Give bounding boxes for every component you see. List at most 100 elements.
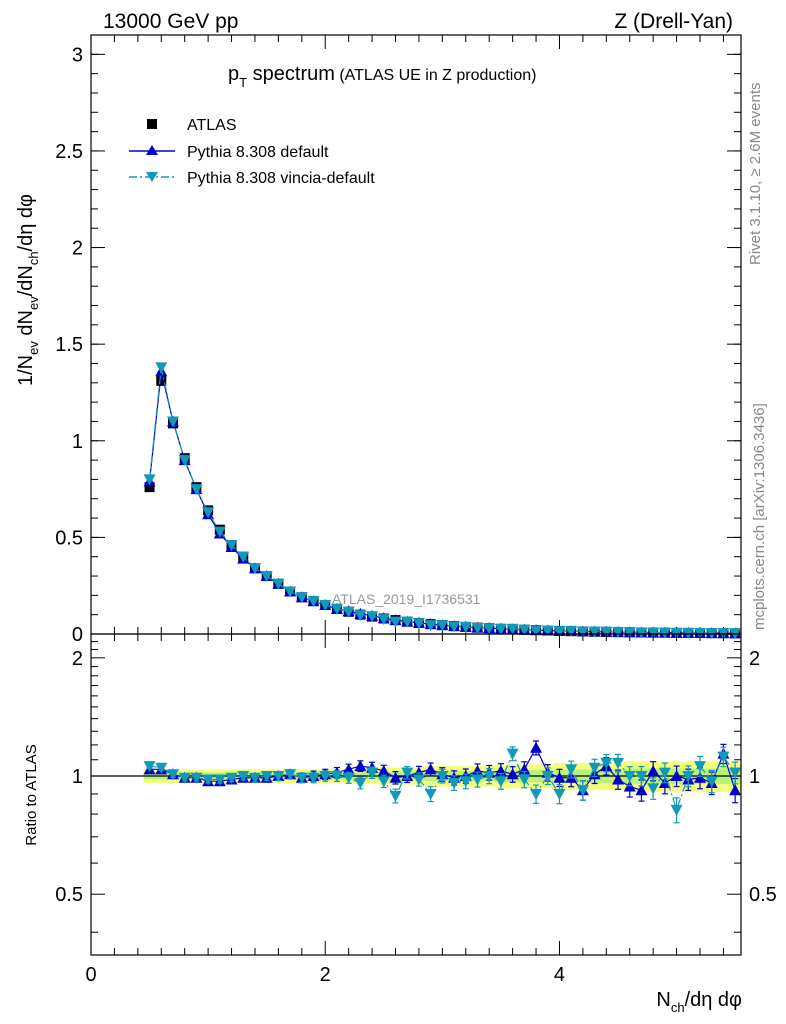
- ratio-vincia-point: [202, 774, 215, 786]
- vincia-point: [553, 626, 566, 638]
- main-ylabel: 1/Nev dNev/dNch/dη dφ: [15, 194, 41, 386]
- vincia-point: [635, 627, 648, 639]
- ratio-vincia-point: [530, 788, 543, 800]
- rivet-label: Rivet 3.1.10, ≥ 2.6M events: [747, 83, 764, 266]
- vincia-point: [284, 586, 297, 598]
- ratio-vincia-point: [518, 774, 531, 786]
- ratio-vincia-point: [424, 788, 437, 800]
- ratio-default-point: [471, 764, 484, 776]
- vincia-point: [530, 625, 543, 637]
- title-suffix: (ATLAS UE in Z production): [335, 67, 537, 84]
- vincia-point: [518, 624, 531, 636]
- ratio-ytick-label: 0.5: [55, 884, 83, 906]
- ratio-vincia-point: [284, 769, 297, 781]
- xtick-label: 2: [320, 964, 331, 986]
- vincia-point: [412, 618, 425, 630]
- ratio-vincia-point: [330, 771, 343, 783]
- main-ytick-label: 3: [72, 44, 83, 66]
- vincia-point: [237, 551, 250, 563]
- vincia-point: [354, 610, 367, 622]
- legend-marker-default: [146, 145, 158, 155]
- ratio-vincia-point: [260, 771, 273, 783]
- ratio-vincia-point: [225, 772, 238, 784]
- vincia-point: [401, 616, 414, 628]
- ratio-vincia-point: [178, 772, 191, 784]
- atlas-point: [156, 375, 167, 386]
- ratio-vincia-point: [436, 771, 449, 783]
- vincia-point: [190, 484, 203, 496]
- ratio-frame: [90, 633, 742, 956]
- ratio-vincia-point: [541, 771, 554, 783]
- vincia-point: [389, 616, 402, 628]
- ratio-default-point: [377, 764, 390, 776]
- main-title: pT spectrum (ATLAS UE in Z production): [228, 63, 536, 90]
- vincia-point: [494, 623, 507, 635]
- main-ytick-label: 0.5: [55, 527, 83, 549]
- ratio-vincia-point: [401, 767, 414, 779]
- ratio-plot: 0.5 0.5 1 1 2 2 0 2 4: [55, 634, 777, 986]
- title-word: spectrum: [247, 63, 335, 85]
- vincia-point: [307, 596, 320, 608]
- ratio-ytick-label: 1: [72, 766, 83, 788]
- ratio-ytick-label-right: 0.5: [749, 884, 777, 906]
- legend-label-default: Pythia 8.308 default: [187, 144, 329, 161]
- ratio-vincia-point: [471, 774, 484, 786]
- main-ytick-label: 2: [72, 238, 83, 260]
- ratio-default-point: [670, 770, 683, 782]
- ratio-vincia-point: [143, 761, 156, 773]
- atlas-point: [144, 482, 155, 493]
- ratio-vincia-point: [190, 772, 203, 784]
- ratio-vincia-point: [553, 788, 566, 800]
- vincia-point: [588, 626, 601, 638]
- ratio-ytick-label: 2: [72, 648, 83, 670]
- ratio-vincia-point: [682, 771, 695, 783]
- main-ytick-label: 1: [72, 431, 83, 453]
- vincia-point: [600, 626, 613, 638]
- ratio-default-point: [635, 784, 648, 796]
- vincia-point: [295, 592, 308, 604]
- vincia-point: [612, 626, 625, 638]
- vincia-point: [178, 455, 191, 467]
- ratio-vincia-point: [307, 772, 320, 784]
- vincia-point: [448, 621, 461, 633]
- ratio-line-1: [149, 752, 736, 812]
- ratio-vincia-point: [272, 771, 285, 783]
- ratio-vincia-point: [213, 774, 226, 786]
- vincia-point: [424, 620, 437, 632]
- ratio-vincia-point: [354, 777, 367, 789]
- ratio-vincia-point: [694, 761, 707, 773]
- ratio-default-point: [424, 763, 437, 775]
- vincia-point: [342, 606, 355, 618]
- vincia-point: [483, 623, 496, 635]
- ratio-vincia-point: [319, 771, 332, 783]
- ratio-vincia-point: [295, 772, 308, 784]
- legend-marker-atlas: [147, 119, 157, 129]
- ratio-vincia-point: [237, 771, 250, 783]
- vincia-point: [272, 578, 285, 590]
- ratio-ylabel: Ratio to ATLAS: [23, 744, 40, 845]
- ratio-vincia-point: [670, 804, 683, 816]
- ratio-vincia-point: [412, 774, 425, 786]
- ratio-ytick-label-right: 1: [749, 766, 760, 788]
- ratio-vincia-point: [342, 772, 355, 784]
- watermark: ATLAS_2019_I1736531: [332, 591, 481, 607]
- ratio-default-point: [342, 763, 355, 775]
- ratio-vincia-point: [448, 777, 461, 789]
- ratio-vincia-point: [459, 776, 472, 788]
- ratio-default-point: [530, 741, 543, 753]
- vincia-point: [166, 416, 179, 428]
- vincia-point: [248, 563, 261, 575]
- ratio-vincia-point: [483, 771, 496, 783]
- ratio-vincia-point: [576, 785, 589, 797]
- legend-marker-vincia: [146, 172, 158, 182]
- ratio-default-point: [506, 768, 519, 780]
- vincia-point: [330, 603, 343, 615]
- ratio-vincia-point: [389, 790, 402, 802]
- ratio-vincia-point: [612, 757, 625, 769]
- main-ytick-label: 1.5: [55, 334, 83, 356]
- vincia-point: [225, 540, 238, 552]
- title-main: p: [228, 63, 239, 85]
- vincia-point: [658, 627, 671, 639]
- legend: ATLAS Pythia 8.308 default Pythia 8.308 …: [129, 117, 375, 187]
